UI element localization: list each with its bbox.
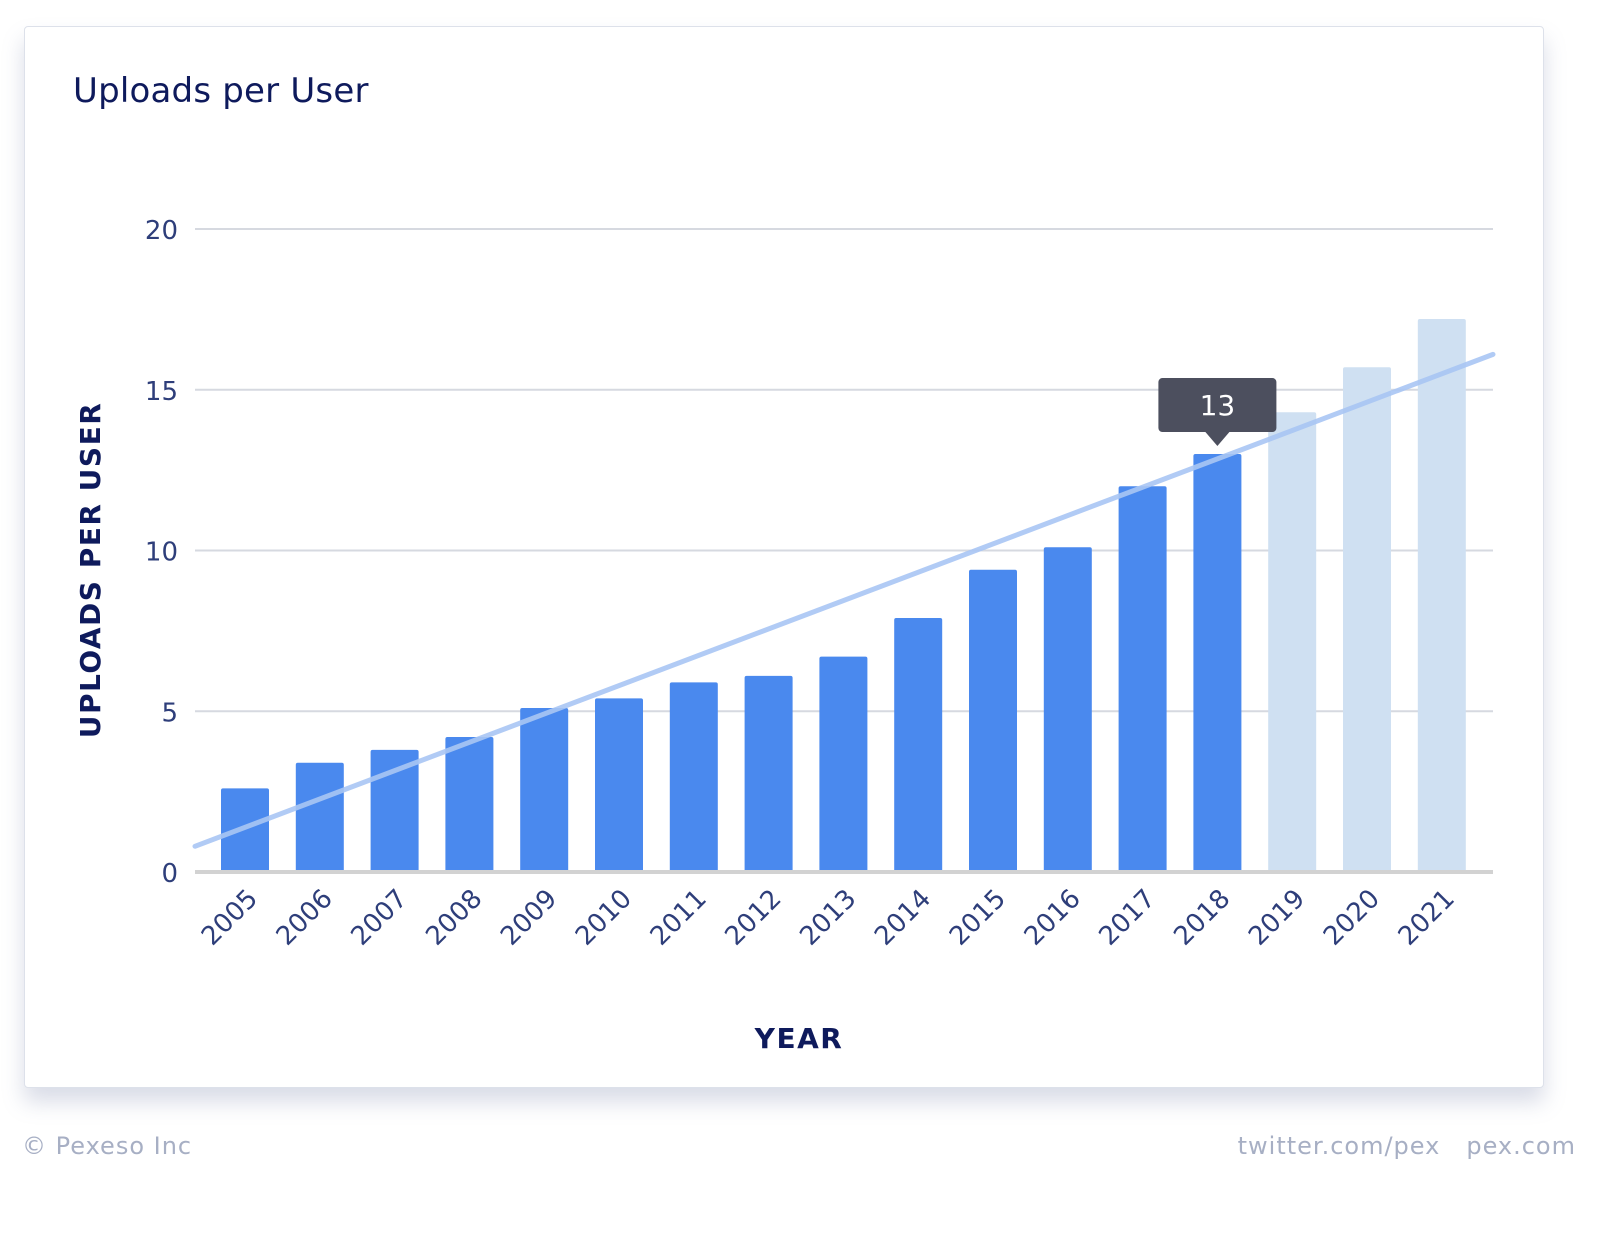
- x-tick-label-2011: 2011: [645, 884, 713, 952]
- x-tick-label-2008: 2008: [420, 884, 488, 952]
- bar-2008[interactable]: [445, 736, 494, 872]
- bar-2019[interactable]: [1268, 412, 1317, 872]
- y-tick-label-0: 0: [161, 859, 178, 889]
- x-tick-label-2015: 2015: [944, 884, 1012, 952]
- x-tick-label-2020: 2020: [1318, 884, 1386, 952]
- x-tick-label-2007: 2007: [346, 884, 414, 952]
- bar-2020[interactable]: [1343, 367, 1391, 872]
- bar-2016[interactable]: [1043, 547, 1092, 872]
- value-tooltip: 13: [1158, 378, 1277, 447]
- x-tick-label-2009: 2009: [495, 884, 563, 952]
- x-tick-label-2014: 2014: [869, 884, 937, 952]
- website-link[interactable]: pex.com: [1466, 1132, 1576, 1160]
- footer-links: twitter.com/pex pex.com: [1238, 1132, 1576, 1160]
- bar-2007[interactable]: [370, 749, 419, 872]
- y-tick-label-5: 5: [161, 698, 178, 728]
- x-tick-label-2010: 2010: [570, 884, 638, 952]
- bar-2010[interactable]: [595, 698, 643, 872]
- bar-2006[interactable]: [295, 762, 344, 872]
- twitter-link[interactable]: twitter.com/pex: [1237, 1132, 1441, 1160]
- x-tick-label-2021: 2021: [1393, 884, 1461, 952]
- bar-2013[interactable]: [819, 656, 868, 872]
- bar-2021[interactable]: [1417, 319, 1466, 872]
- trend-line: [192, 351, 1496, 849]
- x-tick-label-2013: 2013: [794, 884, 862, 952]
- x-tick-label-2019: 2019: [1243, 884, 1311, 952]
- y-tick-label-10: 10: [145, 538, 178, 568]
- copyright-text: © Pexeso Inc: [22, 1132, 193, 1160]
- y-axis-title: UPLOADS PER USER: [74, 402, 107, 739]
- x-tick-label-2012: 2012: [720, 884, 788, 952]
- bar-2012[interactable]: [744, 675, 793, 872]
- chart-title: Uploads per User: [73, 71, 369, 111]
- y-tick-label-15: 15: [145, 377, 178, 407]
- bar-2017[interactable]: [1118, 486, 1167, 872]
- x-tick-label-2017: 2017: [1094, 884, 1162, 952]
- bar-2014[interactable]: [894, 618, 943, 872]
- bar-2015[interactable]: [969, 569, 1017, 872]
- bar-2018[interactable]: [1193, 454, 1242, 872]
- bar-2011[interactable]: [669, 682, 718, 872]
- x-tick-label-2006: 2006: [271, 884, 339, 952]
- x-tick-label-2018: 2018: [1168, 884, 1236, 952]
- tooltip-value: 13: [1200, 389, 1236, 422]
- bar-2009[interactable]: [520, 708, 569, 872]
- y-tick-label-20: 20: [145, 216, 178, 246]
- bar-2005[interactable]: [221, 788, 269, 872]
- x-axis-title: YEAR: [754, 1022, 844, 1055]
- x-tick-label-2016: 2016: [1019, 884, 1087, 952]
- x-tick-label-2005: 2005: [196, 884, 264, 952]
